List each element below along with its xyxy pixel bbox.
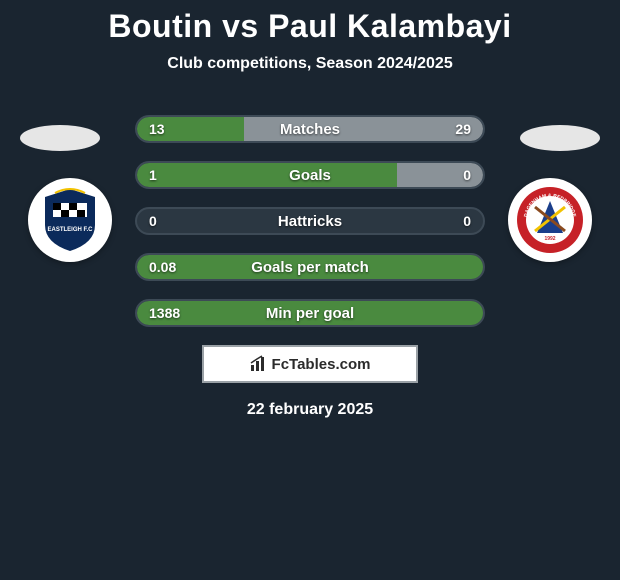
brand-text: FcTables.com bbox=[272, 356, 371, 373]
stat-row: 1Goals0 bbox=[135, 161, 485, 189]
stat-label: Min per goal bbox=[137, 301, 483, 325]
comparison-date: 22 february 2025 bbox=[0, 401, 620, 419]
stat-label: Goals per match bbox=[137, 255, 483, 279]
stat-value-right: 0 bbox=[463, 209, 471, 233]
comparison-card: Boutin vs Paul Kalambayi Club competitio… bbox=[0, 0, 620, 419]
stat-row: 0Hattricks0 bbox=[135, 207, 485, 235]
stat-label: Matches bbox=[137, 117, 483, 141]
stat-value-right: 0 bbox=[463, 163, 471, 187]
stat-value-right: 29 bbox=[455, 117, 471, 141]
stat-row: 13Matches29 bbox=[135, 115, 485, 143]
page-subtitle: Club competitions, Season 2024/2025 bbox=[0, 55, 620, 73]
stat-label: Goals bbox=[137, 163, 483, 187]
stat-label: Hattricks bbox=[137, 209, 483, 233]
stat-row: 1388Min per goal bbox=[135, 299, 485, 327]
stat-row: 0.08Goals per match bbox=[135, 253, 485, 281]
stats-list: 13Matches291Goals00Hattricks00.08Goals p… bbox=[0, 115, 620, 327]
chart-icon bbox=[250, 355, 268, 373]
brand-box: FcTables.com bbox=[202, 345, 418, 383]
page-title: Boutin vs Paul Kalambayi bbox=[0, 8, 620, 45]
